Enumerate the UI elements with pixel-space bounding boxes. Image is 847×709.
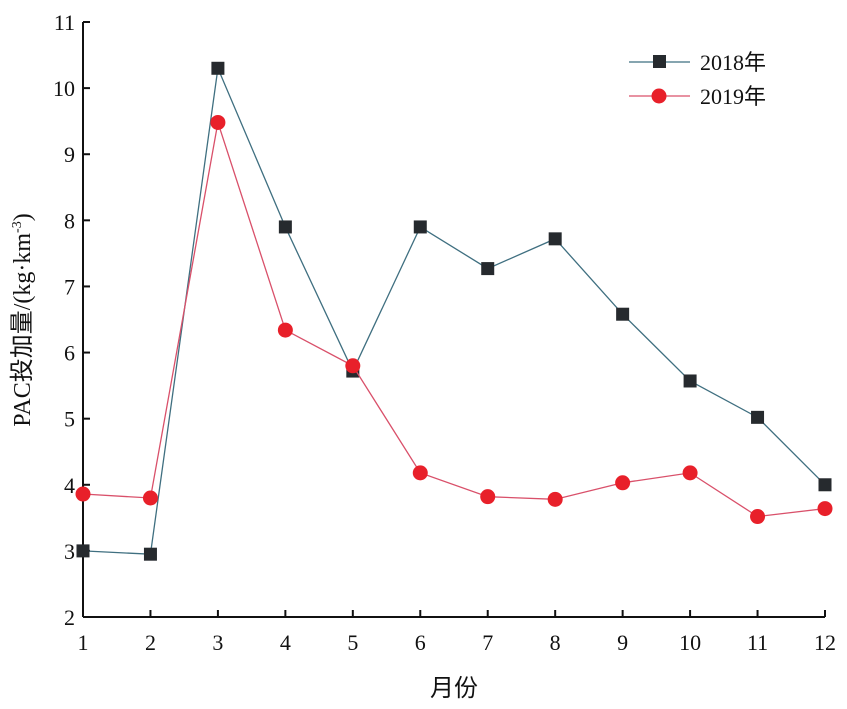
y-tick-label: 7 <box>64 274 75 299</box>
y-axis-title-main: PAC投加量/(kg·km <box>9 233 36 427</box>
circle-marker-icon <box>277 322 293 338</box>
y-tick-label: 8 <box>64 208 75 233</box>
x-tick-label: 10 <box>679 630 701 655</box>
square-marker-icon <box>481 262 495 276</box>
series-2018年 <box>76 61 832 561</box>
circle-marker-icon <box>412 465 428 481</box>
y-tick-label: 4 <box>64 473 75 498</box>
x-tick-label: 1 <box>78 630 89 655</box>
y-tick-label: 9 <box>64 142 75 167</box>
square-marker-icon <box>818 478 832 492</box>
circle-marker-icon <box>750 509 766 525</box>
x-tick-label: 12 <box>814 630 836 655</box>
x-tick-label: 6 <box>415 630 426 655</box>
y-tick-label: 10 <box>53 76 75 101</box>
legend-item-2018: 2018年 <box>629 50 766 75</box>
x-tick-label: 11 <box>747 630 768 655</box>
series-line <box>82 122 826 518</box>
y-ticks: 2 3 4 5 6 7 8 9 10 11 <box>53 10 90 630</box>
square-marker-icon <box>683 374 697 388</box>
square-marker-icon <box>616 307 630 321</box>
legend-label-2018: 2018年 <box>700 50 766 75</box>
series-line <box>82 65 826 555</box>
y-axis-title-sup: -3 <box>10 221 25 233</box>
y-tick-label: 11 <box>54 10 75 35</box>
y-tick-label: 2 <box>64 605 75 630</box>
x-tick-label: 3 <box>212 630 223 655</box>
x-ticks: 1 2 3 4 5 6 7 8 9 10 11 12 <box>78 610 836 655</box>
x-tick-label: 9 <box>617 630 628 655</box>
circle-marker-icon <box>142 490 158 506</box>
square-marker-icon <box>211 61 225 75</box>
series-2019年 <box>75 114 833 525</box>
y-axis-title-close: ) <box>10 213 36 221</box>
square-marker-icon <box>548 232 562 246</box>
circle-marker-icon <box>817 501 833 517</box>
square-marker-icon <box>76 544 90 558</box>
square-marker-icon <box>413 220 427 234</box>
x-tick-label: 2 <box>145 630 156 655</box>
circle-marker-icon <box>651 88 667 104</box>
legend-item-2019: 2019年 <box>629 84 766 109</box>
x-tick-label: 5 <box>347 630 358 655</box>
circle-marker-icon <box>682 465 698 481</box>
circle-marker-icon <box>75 486 91 502</box>
circle-marker-icon <box>547 491 563 507</box>
y-tick-label: 6 <box>64 341 75 366</box>
legend-label-2019: 2019年 <box>700 84 766 109</box>
legend: 2018年 2019年 <box>629 50 766 109</box>
y-tick-label: 5 <box>64 407 75 432</box>
square-marker-icon <box>278 220 292 234</box>
x-tick-label: 4 <box>280 630 291 655</box>
circle-marker-icon <box>210 114 226 130</box>
circle-marker-icon <box>615 475 631 491</box>
series-layer <box>75 61 833 561</box>
square-marker-icon <box>751 410 765 424</box>
y-tick-label: 3 <box>64 539 75 564</box>
x-tick-label: 7 <box>482 630 493 655</box>
square-marker-icon <box>143 547 157 561</box>
circle-marker-icon <box>480 489 496 505</box>
square-marker-icon <box>653 55 666 68</box>
y-axis-title: PAC投加量/(kg·km-3) <box>9 213 36 426</box>
x-axis-title: 月份 <box>430 675 478 702</box>
x-tick-label: 8 <box>550 630 561 655</box>
circle-marker-icon <box>345 358 361 374</box>
